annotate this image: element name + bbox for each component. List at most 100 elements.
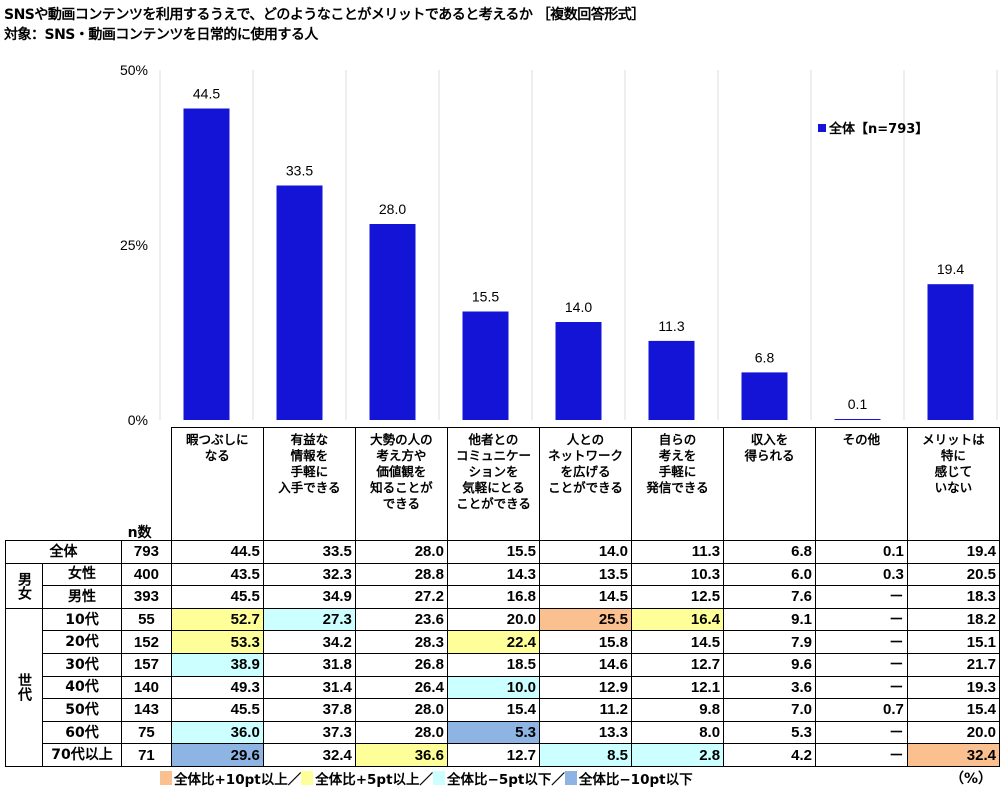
bar-chart: 0% 25% 50% 44.5 33.5 28.0 15.5 14.0 11.3 6.8 0.1 19… <box>120 62 998 428</box>
plus10-label: 全体比+10pt以上／ <box>174 772 302 788</box>
chart-title: SNSや動画コンテンツを利用するうえで、どのようなことがメリットであると考えるか… <box>4 7 645 23</box>
value-cell: 9.8 <box>631 698 725 722</box>
row-label: 男性 <box>41 585 123 609</box>
column-header-line: ネットワーク <box>547 448 623 463</box>
value-cell: 27.2 <box>354 585 448 609</box>
column-header-line: なる <box>204 448 230 463</box>
row-label: 70代以上 <box>41 743 123 767</box>
value-cell: 31.8 <box>262 652 356 677</box>
value-cell: 34.2 <box>262 630 356 654</box>
plus10-swatch <box>160 771 172 785</box>
row-label: 10代 <box>41 607 123 632</box>
value-cell: 8.5 <box>538 743 633 767</box>
column-header-line: 有益な <box>290 432 329 447</box>
value-cell: 19.4 <box>906 540 1000 564</box>
value-cell: 12.7 <box>446 743 540 767</box>
value-cell: － <box>814 675 908 700</box>
value-cell: 38.9 <box>170 652 264 677</box>
column-header: 有益な 情報を 手軽に 入手できる <box>262 427 356 541</box>
value-cell: 26.4 <box>354 675 448 700</box>
column-header-line: 発信できる <box>646 480 709 495</box>
bar-value-label: 6.8 <box>755 349 775 365</box>
column-header-line: を広げる <box>560 464 611 479</box>
n-cell: 55 <box>121 607 172 632</box>
value-cell: 32.3 <box>262 562 356 587</box>
bar-value-label: 15.5 <box>472 289 499 305</box>
value-cell: 23.6 <box>354 607 448 632</box>
value-cell: 31.4 <box>262 675 356 700</box>
column-header-line: できる <box>382 496 421 511</box>
value-cell: 34.9 <box>262 585 356 609</box>
value-cell: 18.3 <box>906 585 1000 609</box>
column-header-line: 手軽に <box>658 464 697 479</box>
value-cell: 32.4 <box>906 743 1000 767</box>
value-cell: 7.9 <box>723 630 816 654</box>
bar <box>648 340 695 420</box>
row-label: 30代 <box>41 652 123 677</box>
value-cell: 6.8 <box>723 540 816 564</box>
plus5-label: 全体比+5pt以上／ <box>315 772 434 788</box>
value-cell: 9.6 <box>723 652 816 677</box>
value-cell: 53.3 <box>170 630 264 654</box>
n-cell: 393 <box>121 585 172 609</box>
value-cell: 7.0 <box>723 698 816 722</box>
blank <box>43 428 122 541</box>
value-cell: 9.1 <box>723 607 816 632</box>
column-header-line: ことができる <box>548 480 623 495</box>
value-cell: 14.6 <box>538 652 633 677</box>
column-header: 自らの 考えを 手軽に 発信できる <box>631 427 725 541</box>
value-cell: 19.3 <box>906 675 1000 700</box>
column-header-line: 感じて <box>934 464 973 479</box>
blank <box>6 428 43 541</box>
value-cell: － <box>814 630 908 654</box>
value-cell: 43.5 <box>170 562 264 587</box>
column-header-line: 大勢の人の <box>370 432 433 447</box>
table-row: 男性 393 45.5 34.9 27.2 16.8 14.5 12.5 7.6 － 18.3 <box>6 585 1000 609</box>
value-cell: 12.7 <box>631 652 725 677</box>
table-row: 全体 793 44.5 33.5 28.0 15.5 14.0 11.3 6.8 0.1 19.4 <box>4 540 1000 564</box>
table-row: 60代 75 36.0 37.3 28.0 5.3 13.3 8.0 5.3 － 20.0 <box>6 720 1000 745</box>
table-row: 男女 女性 400 43.5 32.3 28.8 14.3 13.5 10.3 6.0 0.3 20.… <box>5 562 1000 609</box>
column-header-line: 情報を <box>290 448 329 463</box>
legend: 全体【n=793】 <box>818 118 928 137</box>
table-row: 40代 140 49.3 31.4 26.4 10.0 12.9 12.1 3.6 － 19.3 <box>6 675 1000 700</box>
bar <box>369 224 416 420</box>
value-cell: 7.6 <box>723 585 816 609</box>
minus10-label: 全体比−10pt以下 <box>578 772 693 788</box>
value-cell: 14.3 <box>446 562 540 587</box>
data-table: n数 暇つぶしに なる 有益な 情報を 手軽に 入手できる 大勢の人の 考え方や 価値観を 知ること… <box>4 427 1000 767</box>
value-cell: 13.3 <box>538 720 633 745</box>
column-header-line: 他者との <box>468 432 519 447</box>
column-header-line: 知ることが <box>370 480 433 495</box>
value-cell: 11.3 <box>631 540 725 564</box>
column-header: 他者との コミュニケー ションを 気軽にとる ことができる <box>446 427 540 541</box>
y-tick-label: 25% <box>120 237 148 253</box>
n-cell: 157 <box>121 652 172 677</box>
value-cell: 15.8 <box>538 630 633 654</box>
value-cell: 14.5 <box>631 630 725 654</box>
value-cell: 36.0 <box>170 720 264 745</box>
row-label: 40代 <box>41 675 123 700</box>
value-cell: 18.5 <box>446 652 540 677</box>
group-label: 男女 <box>5 562 43 609</box>
column-header-line: 収入を <box>750 432 789 447</box>
row-label: 50代 <box>41 698 123 722</box>
bar-value-label: 19.4 <box>937 261 964 277</box>
row-label: 60代 <box>41 720 123 745</box>
n-cell: 152 <box>121 630 172 654</box>
value-cell: 29.6 <box>170 743 264 767</box>
column-header-line: 自らの <box>658 432 697 447</box>
value-cell: 45.5 <box>170 698 264 722</box>
column-header-line: 人との <box>566 432 605 447</box>
bar-value-label: 14.0 <box>565 299 592 315</box>
color-legend: 全体比+10pt以上／ 全体比+5pt以上／ 全体比−5pt以下／ 全体比−10… <box>160 768 693 788</box>
value-cell: 10.3 <box>631 562 725 587</box>
column-header-line: いない <box>934 480 973 495</box>
value-cell: － <box>814 585 908 609</box>
y-tick-label: 0% <box>128 412 148 428</box>
column-header-line: 価値観を <box>376 464 427 479</box>
value-cell: 4.2 <box>723 743 816 767</box>
value-cell: 44.5 <box>170 540 264 564</box>
minus10-swatch <box>564 771 577 785</box>
n-cell: 400 <box>121 562 172 587</box>
